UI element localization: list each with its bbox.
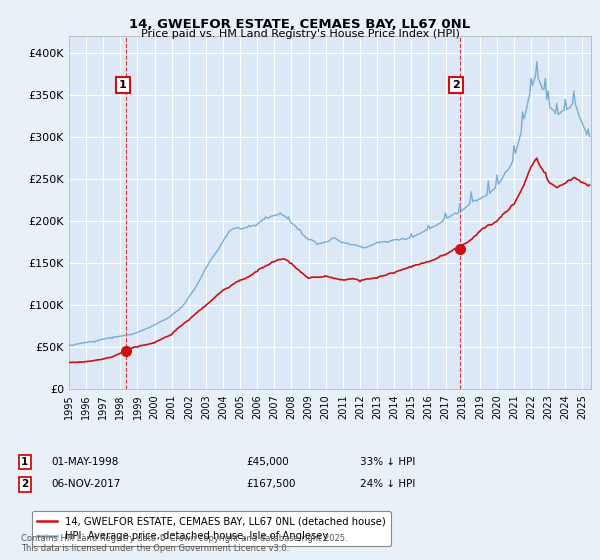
Text: 01-MAY-1998: 01-MAY-1998 (51, 457, 118, 467)
Text: £45,000: £45,000 (246, 457, 289, 467)
Text: 1: 1 (119, 80, 127, 90)
Text: 2: 2 (21, 479, 28, 489)
Text: Contains HM Land Registry data © Crown copyright and database right 2025.
This d: Contains HM Land Registry data © Crown c… (21, 534, 347, 553)
Text: 24% ↓ HPI: 24% ↓ HPI (360, 479, 415, 489)
Text: £167,500: £167,500 (246, 479, 296, 489)
Text: Price paid vs. HM Land Registry's House Price Index (HPI): Price paid vs. HM Land Registry's House … (140, 29, 460, 39)
Text: 06-NOV-2017: 06-NOV-2017 (51, 479, 121, 489)
Text: 1: 1 (21, 457, 28, 467)
Text: 33% ↓ HPI: 33% ↓ HPI (360, 457, 415, 467)
Text: 14, GWELFOR ESTATE, CEMAES BAY, LL67 0NL: 14, GWELFOR ESTATE, CEMAES BAY, LL67 0NL (130, 18, 470, 31)
Legend: 14, GWELFOR ESTATE, CEMAES BAY, LL67 0NL (detached house), HPI: Average price, d: 14, GWELFOR ESTATE, CEMAES BAY, LL67 0NL… (32, 511, 391, 547)
Text: 2: 2 (452, 80, 460, 90)
